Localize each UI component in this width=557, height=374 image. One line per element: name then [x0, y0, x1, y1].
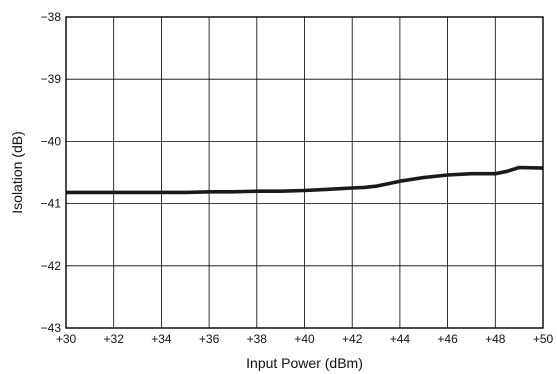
x-tick-label: +48 — [485, 332, 506, 346]
y-tick-label: −38 — [41, 10, 62, 24]
y-axis-title: Isolation (dB) — [9, 131, 25, 213]
x-tick-label: +38 — [247, 332, 268, 346]
x-tick-labels: +30 +32 +34 +36 +38 +40 +42 +44 +46 +48 +50 — [56, 332, 554, 346]
x-axis-title: Input Power (dBm) — [246, 355, 363, 371]
series-line — [66, 165, 544, 195]
x-tick-label: +36 — [199, 332, 220, 346]
y-tick-label: −39 — [41, 72, 62, 86]
y-tick-label: −41 — [41, 197, 62, 211]
x-tick-label: +30 — [56, 332, 77, 346]
x-tick-label: +40 — [294, 332, 315, 346]
x-tick-label: +32 — [104, 332, 125, 346]
plot-frame — [65, 16, 544, 329]
series-layer — [66, 165, 544, 195]
x-tick-label: +42 — [342, 332, 363, 346]
y-tick-label: −40 — [41, 134, 62, 148]
x-tick-label: +50 — [533, 332, 554, 346]
y-tick-labels: −38 −39 −40 −41 −42 −43 — [41, 10, 62, 335]
x-tick-label: +44 — [390, 332, 411, 346]
x-tick-label: +34 — [151, 332, 172, 346]
y-tick-label: −43 — [41, 321, 62, 335]
x-tick-label: +46 — [437, 332, 458, 346]
y-tick-label: −42 — [41, 259, 62, 273]
